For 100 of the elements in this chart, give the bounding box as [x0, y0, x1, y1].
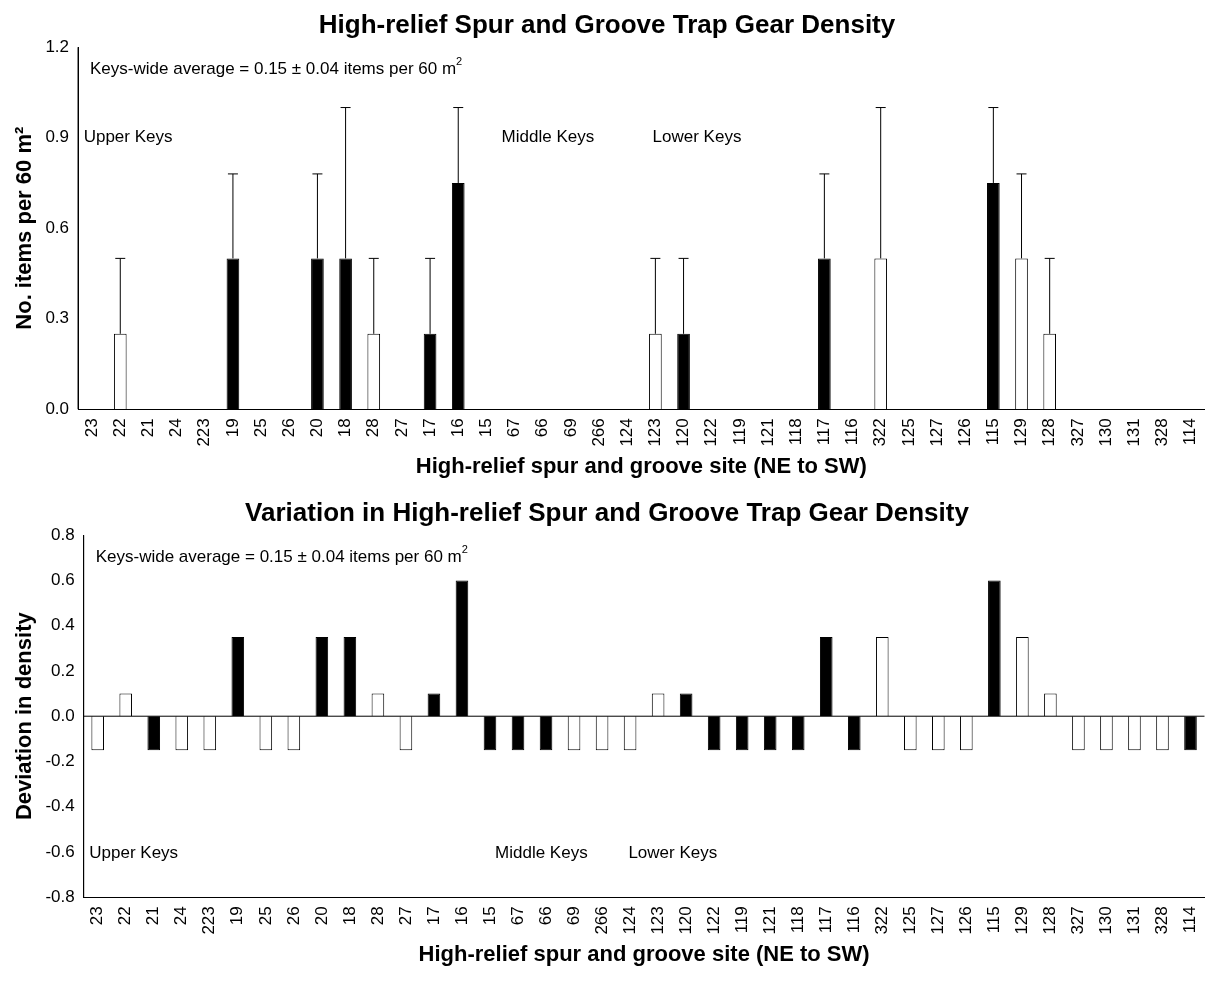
chart-title: Variation in High-relief Spur and Groove Trap Gear Density — [245, 496, 970, 527]
x-tick-label: 123 — [647, 906, 667, 935]
x-tick-label: 115 — [983, 418, 1003, 446]
x-tick-label: 20 — [307, 418, 327, 438]
annotation: Upper Keys — [89, 843, 179, 863]
x-tick-label: 17 — [423, 906, 443, 926]
x-tick-label: 125 — [899, 906, 919, 935]
x-tick-label: 117 — [814, 418, 834, 446]
annotation: Middle Keys — [501, 127, 595, 147]
x-axis-title: High-relief spur and groove site (NE to SW) — [418, 940, 870, 966]
x-tick-label: 129 — [1012, 906, 1032, 935]
x-tick-label: 266 — [588, 418, 608, 447]
x-tick-label: 117 — [815, 906, 835, 934]
x-tick-label: 19 — [227, 906, 247, 926]
y-tick-label: -0.8 — [45, 886, 75, 906]
x-tick-label: 131 — [1123, 418, 1143, 447]
y-tick-label: 0.8 — [51, 524, 75, 544]
x-tick-label: 18 — [335, 418, 355, 438]
x-tick-label: 266 — [591, 906, 611, 935]
x-tick-label: 18 — [339, 906, 359, 926]
x-tick-label: 17 — [419, 418, 439, 438]
x-tick-label: 67 — [507, 906, 527, 926]
x-tick-label: 20 — [311, 906, 331, 926]
x-tick-label: 69 — [560, 418, 580, 438]
chart-title: High-relief Spur and Groove Trap Gear Density — [318, 8, 896, 39]
x-tick-label: 129 — [1011, 418, 1031, 447]
x-tick-label: 16 — [447, 418, 467, 438]
y-axis-title: No. items per 60 m² — [11, 126, 37, 330]
x-tick-label: 130 — [1095, 418, 1115, 447]
x-tick-label: 223 — [194, 418, 214, 447]
x-tick-label: 127 — [928, 906, 947, 935]
x-tick-label: 28 — [363, 418, 383, 438]
x-tick-label: 115 — [984, 906, 1004, 934]
x-tick-label: 21 — [143, 906, 163, 926]
x-tick-label: 328 — [1152, 418, 1172, 447]
y-axis-title: Deviation in density — [11, 611, 37, 821]
x-tick-label: 114 — [1180, 418, 1200, 446]
x-tick-label: 118 — [787, 906, 807, 934]
x-tick-label: 118 — [785, 418, 805, 446]
x-tick-label: 24 — [171, 906, 191, 926]
x-tick-label: 26 — [283, 906, 303, 926]
x-tick-label: 114 — [1180, 906, 1200, 934]
x-tick-label: 28 — [367, 906, 387, 926]
x-tick-label: 69 — [563, 906, 583, 926]
x-tick-label: 327 — [1067, 418, 1087, 447]
x-tick-label: 22 — [115, 906, 135, 926]
x-tick-label: 126 — [956, 906, 976, 935]
x-tick-label: 120 — [675, 906, 695, 935]
x-tick-label: 21 — [138, 418, 158, 438]
x-tick-label: 116 — [842, 418, 862, 446]
x-tick-label: 223 — [199, 906, 219, 935]
x-tick-label: 322 — [871, 906, 891, 935]
x-tick-label: 120 — [673, 418, 693, 447]
x-tick-label: 131 — [1124, 906, 1144, 935]
x-tick-label: 123 — [645, 418, 665, 447]
y-tick-label: 1.2 — [45, 36, 70, 56]
y-tick-label: 0.6 — [45, 217, 70, 237]
x-tick-label: 126 — [954, 418, 974, 447]
x-tick-label: 23 — [87, 906, 107, 926]
y-tick-label: 0.4 — [51, 615, 75, 635]
x-tick-label: 26 — [278, 418, 298, 438]
x-tick-label: 121 — [757, 418, 777, 447]
x-tick-label: 119 — [729, 418, 749, 446]
x-tick-label: 328 — [1152, 906, 1172, 935]
x-tick-label: 125 — [898, 418, 918, 447]
x-tick-label: 322 — [870, 418, 890, 447]
x-tick-label: 122 — [701, 418, 721, 447]
x-tick-label: 128 — [1040, 906, 1060, 935]
x-axis-title: High-relief spur and groove site (NE to SW) — [415, 452, 867, 478]
x-tick-label: 119 — [731, 906, 751, 934]
y-tick-label: 0.6 — [51, 570, 75, 590]
x-tick-label: 327 — [1068, 906, 1088, 935]
x-tick-label: 25 — [255, 906, 275, 926]
annotation: Lower Keys — [628, 843, 718, 863]
x-tick-label: 25 — [250, 418, 270, 438]
annotation: Middle Keys — [495, 843, 588, 863]
y-tick-label: -0.4 — [45, 796, 75, 816]
x-tick-label: 128 — [1039, 418, 1059, 447]
x-tick-label: 23 — [81, 418, 101, 438]
x-tick-label: 66 — [532, 418, 552, 438]
x-tick-label: 15 — [476, 418, 496, 438]
annotation: Lower Keys — [652, 127, 742, 147]
x-tick-label: 16 — [451, 906, 471, 926]
x-tick-label: 19 — [222, 418, 242, 438]
x-tick-label: 27 — [395, 906, 415, 926]
x-tick-label: 27 — [391, 418, 411, 438]
x-tick-label: 124 — [619, 906, 639, 935]
x-tick-label: 130 — [1096, 906, 1116, 935]
x-tick-label: 124 — [616, 418, 636, 447]
x-tick-label: 24 — [166, 418, 186, 438]
x-tick-label: 116 — [843, 906, 863, 934]
y-tick-label: -0.6 — [45, 841, 75, 861]
x-tick-label: 121 — [759, 906, 779, 935]
x-tick-label: 127 — [926, 418, 946, 447]
x-tick-label: 22 — [109, 418, 129, 438]
y-tick-label: 0.9 — [45, 127, 70, 147]
y-tick-label: 0.3 — [45, 308, 70, 328]
y-tick-label: 0.2 — [51, 660, 75, 680]
y-tick-label: -0.2 — [45, 751, 75, 771]
x-tick-label: 66 — [535, 906, 555, 926]
